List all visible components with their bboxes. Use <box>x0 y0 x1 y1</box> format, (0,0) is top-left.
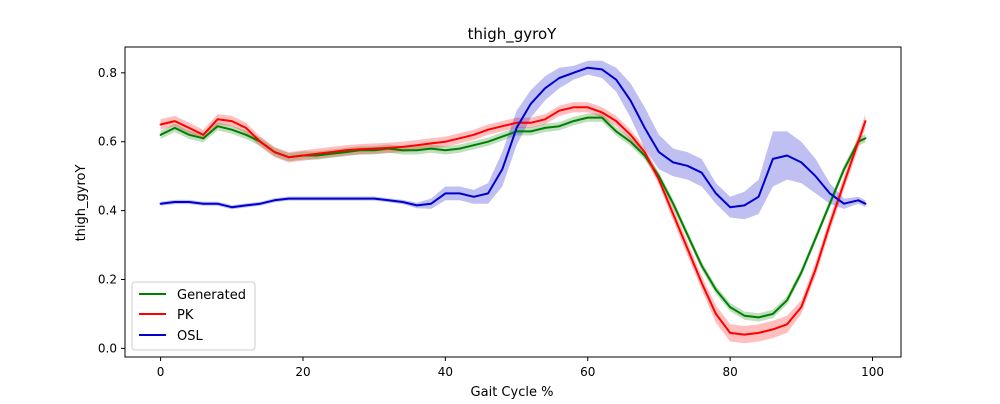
axis-ticks: 0 20 40 60 80 100 0.0 0.2 0.4 0.6 0.8 <box>98 66 884 379</box>
legend-label-pk: PK <box>177 308 194 323</box>
plot-frame <box>124 46 902 358</box>
x-tick-label: 60 <box>580 365 595 379</box>
x-tick-label: 100 <box>861 365 884 379</box>
y-tick-label: 0.8 <box>98 66 117 80</box>
legend-label-generated: Generated <box>177 288 246 303</box>
y-tick-label: 0.6 <box>98 135 117 149</box>
x-axis-label: Gait Cycle % <box>471 385 554 400</box>
band-pk <box>160 102 866 344</box>
x-tick-label: 0 <box>157 365 165 379</box>
legend-box <box>131 281 256 351</box>
y-tick-label: 0.0 <box>98 341 117 355</box>
series-lines <box>159 66 867 336</box>
chart-title: thigh_gyroY <box>468 25 557 44</box>
x-tick-label: 20 <box>295 365 310 379</box>
x-tick-label: 80 <box>722 365 737 379</box>
x-tick-label: 40 <box>438 365 453 379</box>
legend-label-osl: OSL <box>177 329 203 344</box>
series-line-osl <box>159 66 867 209</box>
legend: Generated PK OSL <box>131 281 256 351</box>
y-tick-label: 0.4 <box>98 204 117 218</box>
y-tick-label: 0.2 <box>98 273 117 287</box>
y-axis-label: thigh_gyroY <box>74 165 89 242</box>
series-line-pk <box>159 106 867 336</box>
